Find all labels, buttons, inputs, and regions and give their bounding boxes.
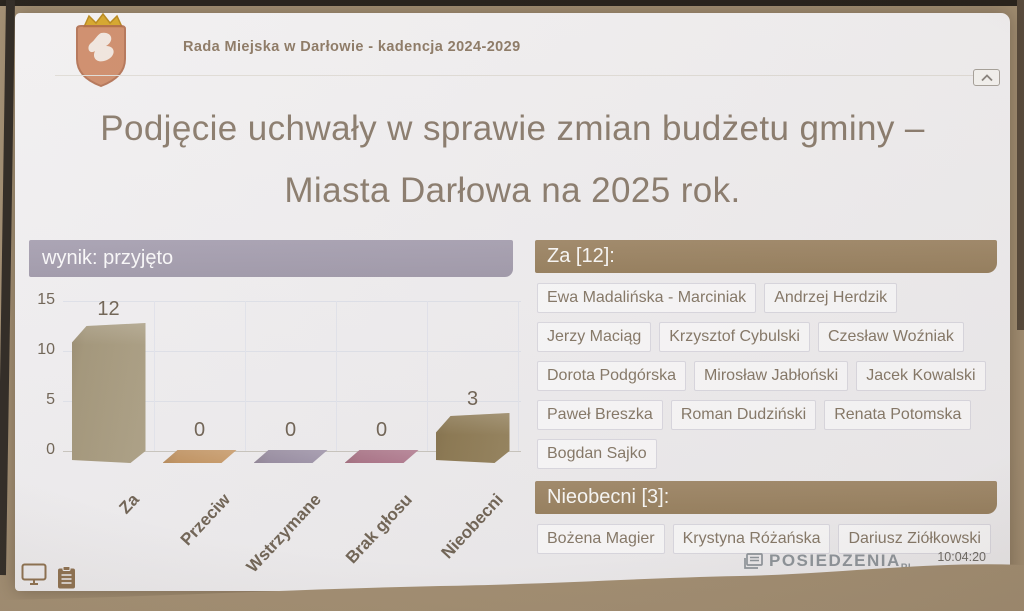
y-axis-labels: 15 10 5 0 xyxy=(29,291,57,478)
voter-name-chip: Krystyna Różańska xyxy=(672,524,831,554)
bar-value-label: 0 xyxy=(375,419,388,441)
chevron-up-icon xyxy=(980,73,993,81)
voter-name-chip: Mirosław Jabłoński xyxy=(693,361,849,391)
voter-name-chip: Jacek Kowalski xyxy=(856,361,986,391)
y-tick-label: 15 xyxy=(37,291,55,308)
brand-name: POSIEDZENIAPL xyxy=(769,551,915,574)
gridline xyxy=(245,301,246,451)
y-tick-label: 10 xyxy=(37,341,55,358)
voter-name-chip: Andrzej Herdzik xyxy=(764,283,898,313)
clock-timestamp: 10:04:20 xyxy=(937,550,986,564)
bar-Brak głosu xyxy=(344,450,419,463)
voter-chip-list: Ewa Madalińska - Marciniak Andrzej Herdzi… xyxy=(535,273,997,481)
gridline xyxy=(427,301,428,451)
vote-groups-panel: Za [12]: Ewa Madalińska - Marciniak Andrz… xyxy=(535,240,997,566)
y-tick-label: 0 xyxy=(46,441,55,458)
y-tick-label: 5 xyxy=(46,391,55,408)
projected-slide: Rada Miejska w Darłowie - kadencja 2024-… xyxy=(15,12,1010,594)
coat-of-arms xyxy=(59,12,141,94)
page-title-line2: Miasta Darłowa na 2025 rok. xyxy=(284,171,741,210)
vote-group-nieobecni: Nieobecni [3]: Bożena Magier Krystyna Róż… xyxy=(535,481,997,566)
bar-Wstrzymane xyxy=(253,450,328,463)
voter-name-chip: Dorota Podgórska xyxy=(537,361,686,391)
bar-Przeciw xyxy=(162,450,237,463)
gridline xyxy=(63,401,521,402)
gridline xyxy=(63,301,521,302)
x-axis-labels: Za Przeciw Wstrzymane Brak głosu Nieobecni xyxy=(29,480,529,576)
gridline xyxy=(63,351,521,352)
voter-name-chip: Czesław Woźniak xyxy=(817,322,964,352)
bar-value-label: 3 xyxy=(466,388,479,410)
voter-name-chip: Dariusz Ziółkowski xyxy=(838,524,991,554)
brand-logo: POSIEDZENIAPL xyxy=(743,551,915,573)
voter-name-chip: Roman Dudziński xyxy=(670,400,817,430)
voter-name-chip: Bogdan Sajko xyxy=(537,439,657,469)
monitor-icon[interactable] xyxy=(21,563,47,592)
vote-bar-chart: 15 10 5 0 12 0 0 0 3 Za Przeciw Wstrzymane Brak gł… xyxy=(29,281,529,576)
bar-value-label: 12 xyxy=(97,298,120,320)
council-header-title: Rada Miejska w Darłowie - kadencja 2024-… xyxy=(183,39,521,55)
vote-group-za: Za [12]: Ewa Madalińska - Marciniak Andrz… xyxy=(535,240,997,481)
bar-Nieobecni xyxy=(435,413,510,463)
voter-name-chip: Paweł Breszka xyxy=(537,400,663,430)
gridline xyxy=(336,301,337,451)
gridline xyxy=(154,301,155,451)
voter-name-chip: Jerzy Maciąg xyxy=(537,322,652,352)
screen-frame-left xyxy=(0,0,15,576)
bar-value-label: 0 xyxy=(193,419,206,441)
voter-name-chip: Bożena Magier xyxy=(537,524,665,554)
chart-plot-area: 12 0 0 0 3 xyxy=(63,293,521,478)
wall-shadow-top xyxy=(0,0,1024,6)
voter-chip-list: Bożena Magier Krystyna Różańska Dariusz Zi… xyxy=(535,514,997,566)
screen-frame-right xyxy=(1017,0,1024,330)
group-banner-nieobecni: Nieobecni [3]: xyxy=(535,481,997,514)
voter-name-chip: Ewa Madalińska - Marciniak xyxy=(537,283,757,313)
bar-Za xyxy=(71,323,146,463)
documents-icon xyxy=(744,553,763,570)
bar-value-label: 0 xyxy=(284,419,297,441)
result-banner: wynik: przyjęto xyxy=(29,240,513,277)
header-divider xyxy=(55,75,974,76)
page-title-line1: Podjęcie uchwały w sprawie zmian budżetu… xyxy=(100,109,925,148)
voter-name-chip: Krzysztof Cybulski xyxy=(659,322,810,352)
clipboard-icon[interactable] xyxy=(57,566,76,594)
group-banner-za: Za [12]: xyxy=(535,240,997,273)
voter-name-chip: Renata Potomska xyxy=(824,400,972,430)
scroll-up-button[interactable] xyxy=(973,69,1000,86)
gridline xyxy=(518,301,519,451)
